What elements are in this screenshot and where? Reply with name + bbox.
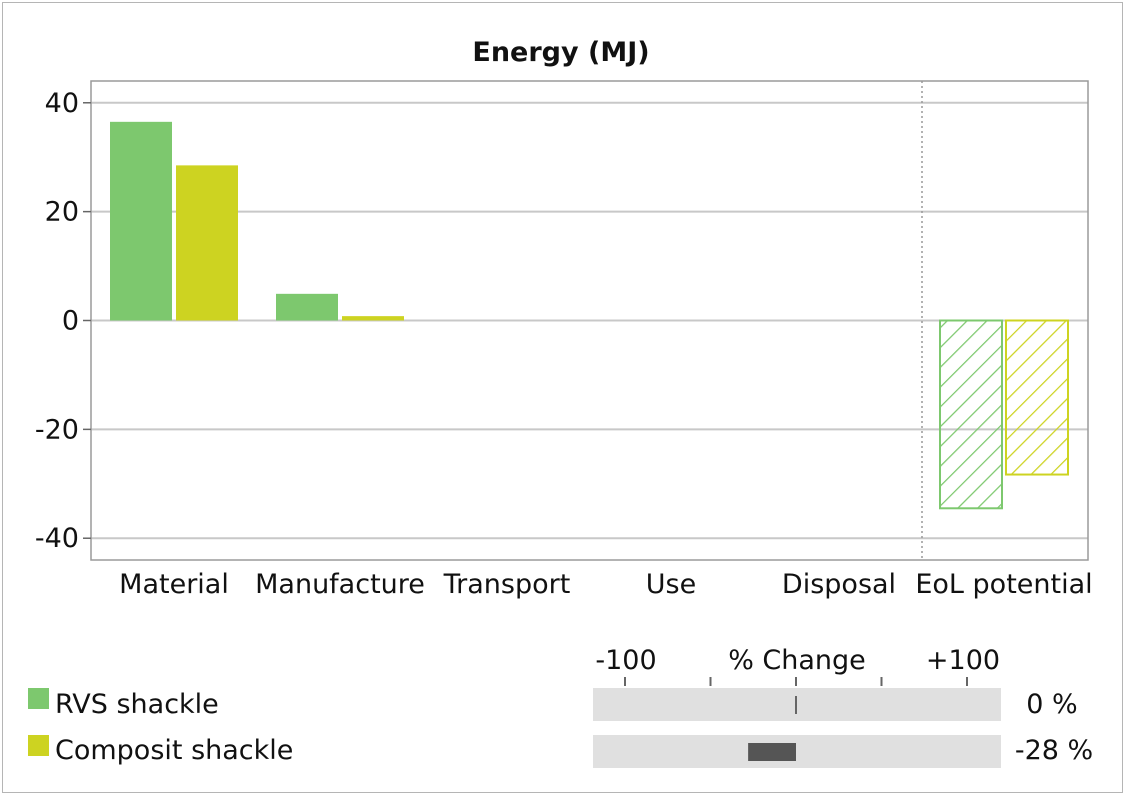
bar-rvs-shackle-eol-potential (939, 319, 1003, 510)
change-value-composit-shackle: -28 % (1015, 735, 1093, 766)
bar-composit-shackle-material (176, 165, 238, 321)
x-tick-label-material: Material (119, 569, 229, 600)
x-tick-label-manufacture: Manufacture (255, 569, 425, 600)
gridlines (91, 101, 1088, 540)
change-axis-ticks (624, 677, 968, 686)
change-bars (748, 696, 797, 761)
change-axis-max-label: +100 (926, 645, 1000, 676)
change-axis-title: % Change (728, 645, 866, 676)
x-tick-label-eol-potential: EoL potential (915, 569, 1092, 600)
y-tick-label: 20 (45, 197, 79, 228)
chart-title: Energy (MJ) (472, 37, 649, 68)
legend-swatch-rvs-shackle (28, 688, 49, 709)
change-axis-min-label: -100 (595, 645, 656, 676)
y-tick-label: 40 (45, 88, 79, 119)
y-tick-label: -40 (35, 523, 79, 554)
y-tick-label: 0 (62, 306, 79, 337)
bar-rvs-shackle-manufacture (276, 293, 338, 321)
change-track-composit-shackle (593, 735, 1001, 768)
bar-composit-shackle-manufacture (342, 316, 404, 321)
x-axis: Material Manufacture Transport Use Disposal E… (119, 569, 1093, 600)
bars (110, 121, 1069, 510)
x-tick-label-use: Use (646, 569, 696, 600)
legend-swatch-composit-shackle (28, 735, 49, 756)
y-tick-label: -20 (35, 414, 79, 445)
change-value-rvs-shackle: 0 % (1026, 689, 1077, 720)
legend-label-rvs-shackle: RVS shackle (55, 689, 219, 720)
change-bar-composit-shackle (748, 743, 796, 761)
x-tick-label-disposal: Disposal (782, 569, 896, 600)
x-tick-label-transport: Transport (443, 569, 571, 600)
legend-label-composit-shackle: Composit shackle (55, 735, 293, 766)
bar-composit-shackle-eol-potential (1005, 319, 1069, 476)
bar-rvs-shackle-material (110, 121, 172, 321)
y-axis: 40 20 0 -20 -40 (35, 88, 91, 554)
